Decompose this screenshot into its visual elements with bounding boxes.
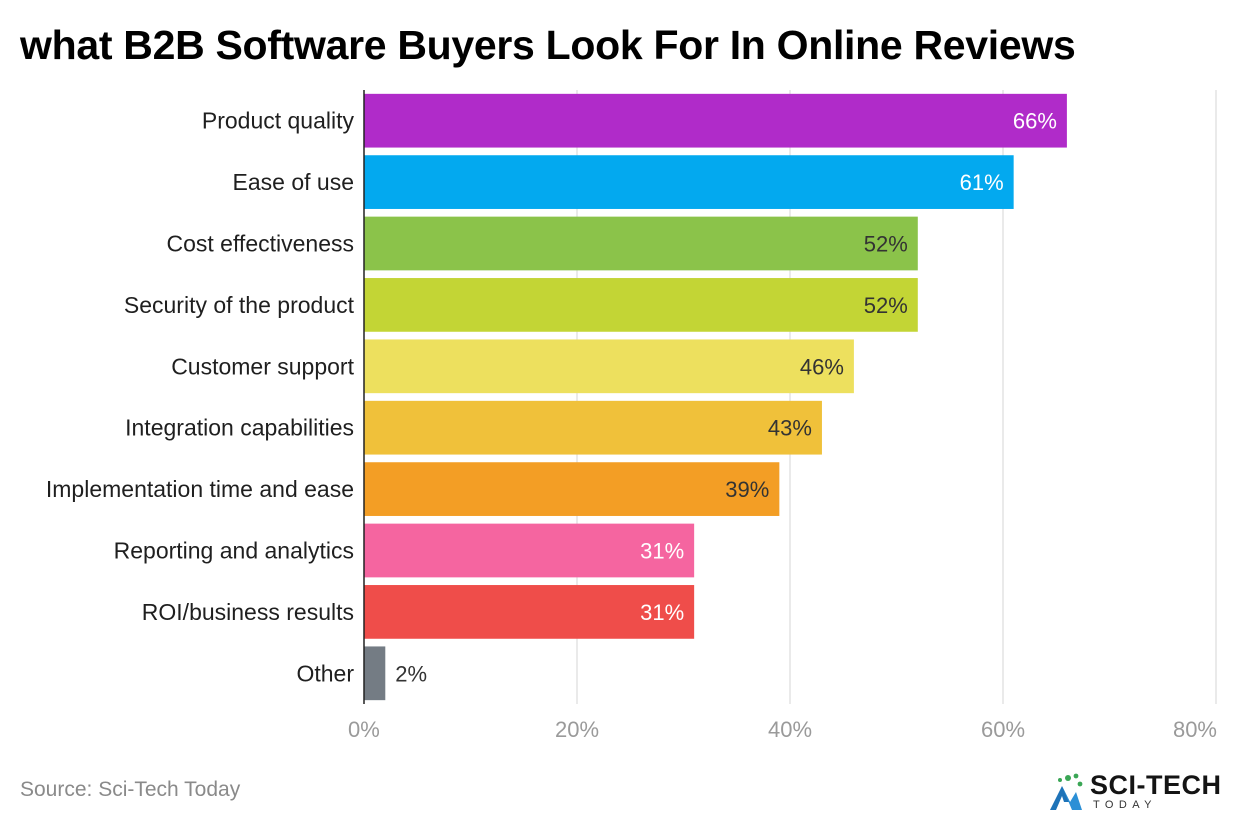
brand-logo: SCI-TECH TODAY [1048,768,1228,816]
bar [364,278,918,332]
x-tick-label: 60% [981,717,1025,742]
bar [364,523,695,578]
bar [364,216,918,271]
category-label: Implementation time and ease [46,476,354,502]
bar [364,646,386,701]
category-label: ROI/business results [142,599,354,625]
category-label: Ease of use [233,169,354,195]
bar [364,462,780,516]
bars [364,93,1067,701]
bar [364,585,695,639]
category-label: Product quality [202,108,355,134]
bar [364,400,822,455]
logo-name: SCI-TECH [1090,770,1222,800]
data-label: 61% [960,170,1004,195]
category-label: Integration capabilities [125,415,354,441]
category-label: Cost effectiveness [166,231,354,257]
category-label: Customer support [171,353,354,379]
category-label: Reporting and analytics [114,538,354,564]
data-label: 39% [725,477,769,502]
bar [364,155,1014,209]
logo-mark-icon [1050,773,1083,810]
source-note: Source: Sci-Tech Today [20,778,241,801]
logo-subtitle: TODAY [1093,799,1157,811]
data-label: 52% [864,293,908,318]
bar [364,93,1067,148]
data-label: 52% [864,232,908,257]
category-label: Security of the product [124,292,355,318]
data-label: 31% [640,539,684,564]
x-tick-label: 20% [555,717,599,742]
bar [364,339,854,394]
data-label: 2% [395,661,427,686]
x-tick-label: 40% [768,717,812,742]
labels: 0% 20% 40% 60% 80% Product quality 66% Ease of … [46,108,1217,742]
data-label: 31% [640,600,684,625]
data-label: 46% [800,354,844,379]
chart-title: what B2B Software Buyers Look For In Onl… [20,22,1076,68]
bar-chart: 0% 20% 40% 60% 80% Product quality 66% Ease of … [46,90,1217,742]
x-tick-label: 0% [348,717,380,742]
data-label: 43% [768,416,812,441]
category-label: Other [296,660,354,686]
x-tick-label: 80% [1173,717,1217,742]
data-label: 66% [1013,109,1057,134]
